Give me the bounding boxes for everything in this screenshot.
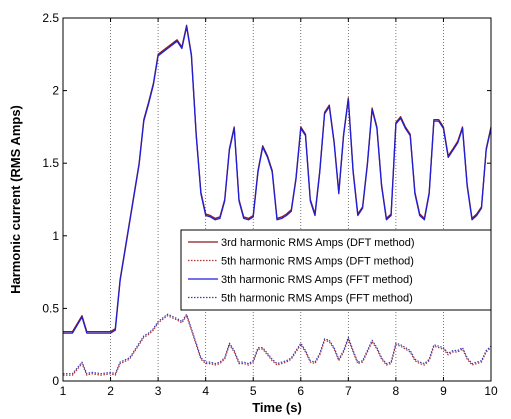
y-tick-label-4: 2 (52, 84, 59, 98)
y-tick-label-3: 1.5 (42, 156, 59, 170)
legend-label-1: 5th harmonic RMS Amps (DFT method) (221, 256, 414, 268)
y-tick-label-0: 0 (52, 374, 59, 388)
x-tick-label-8: 9 (440, 384, 447, 398)
x-tick-label-1: 2 (107, 384, 114, 398)
x-tick-label-0: 1 (60, 384, 67, 398)
x-tick-label-6: 7 (345, 384, 352, 398)
series-lines (63, 24, 492, 376)
x-tick-label-3: 4 (202, 384, 209, 398)
legend-label-0: 3rd harmonic RMS Amps (DFT method) (221, 237, 415, 249)
y-tick-label-1: 0.5 (42, 301, 59, 315)
axis-ticks: 1 2 3 4 5 6 7 8 9 10 0 0.5 1 1.5 2 2.5 (42, 11, 498, 398)
legend-label-3: 5th harmonic RMS Amps (FFT method) (221, 293, 413, 305)
legend-label-2: 3th harmonic RMS Amps (FFT method) (221, 274, 413, 286)
y-tick-label-5: 2.5 (42, 11, 59, 25)
plot-frame (62, 17, 492, 382)
y-axis-label: Harmonic current (RMS Amps) (8, 105, 23, 294)
series-line-3 (63, 313, 492, 375)
x-tick-label-2: 3 (155, 384, 162, 398)
x-tick-label-7: 8 (393, 384, 400, 398)
series-line-1 (63, 315, 492, 376)
y-tick-label-2: 1 (52, 229, 59, 243)
x-tick-label-9: 10 (484, 384, 498, 398)
x-tick-label-4: 5 (250, 384, 257, 398)
legend: 3rd harmonic RMS Amps (DFT method) 5th ha… (180, 229, 492, 311)
x-tick-label-5: 6 (297, 384, 304, 398)
x-axis-label: Time (s) (252, 400, 302, 415)
series-line-2 (63, 26, 492, 334)
vertical-gridlines (110, 18, 444, 381)
legend-box (180, 229, 492, 311)
